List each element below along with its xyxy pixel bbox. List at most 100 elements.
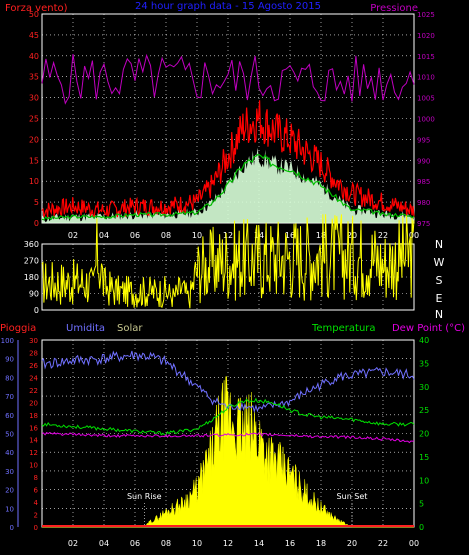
direction-y-tick-3: 270 [24,257,39,266]
pressure-y-tick-6: 1005 [417,95,435,103]
wind-x-tick-4: 10 [192,231,202,240]
humidity-y-tick-3: 30 [5,468,14,476]
temp-y-tick-4: 20 [419,430,429,439]
avg-wind-line [41,153,415,221]
sunrise-label: Sun Rise [127,492,162,501]
pressure-y-tick-9: 1020 [417,32,435,40]
gust-line [41,100,415,219]
direction-y-tick-1: 90 [29,290,39,299]
dew-point-line [41,431,415,444]
wind-y-tick-1: 5 [34,198,39,207]
wind-direction-line [41,214,415,309]
rain-y-tick-3: 6 [34,487,39,495]
rain-y-tick-9: 18 [29,412,38,420]
temp-y-tick-7: 35 [419,359,429,368]
wind-y-tick-10: 50 [29,10,39,19]
compass-label-2: S [436,274,443,287]
humidity-line [41,350,415,413]
compass-label-0: N [435,238,443,251]
compass-label-3: E [436,292,443,305]
solar-label: Solar [117,323,143,334]
wind-y-tick-9: 45 [29,31,39,40]
pressure-axis-label: Pressione [370,3,418,14]
humidity-y-tick-2: 20 [5,487,14,495]
wind-x-tick-2: 06 [130,231,140,240]
weather-x-tick-5: 12 [223,539,233,548]
rain-y-tick-2: 4 [34,499,39,507]
rain-y-tick-15: 30 [29,337,38,345]
wind-axis-label: Forza vento) [5,3,68,14]
wind-x-tick-7: 16 [285,231,295,240]
pressure-y-tick-4: 995 [417,136,430,144]
rain-y-tick-14: 28 [29,349,38,357]
chart-title: 24 hour graph data - 15 Agosto 2015 [135,1,321,12]
rain-y-tick-1: 2 [34,512,38,520]
humidity-y-tick-4: 40 [5,449,14,457]
pressure-y-tick-7: 1010 [417,74,435,82]
pressure-line [41,53,415,105]
humidity-y-tick-7: 70 [5,393,14,401]
humidity-y-tick-6: 60 [5,412,14,420]
pressure-y-tick-8: 1015 [417,53,435,61]
wind-area-fill [42,147,414,223]
compass-label-1: W [434,256,445,269]
wind-y-tick-6: 30 [29,94,39,103]
weather-x-tick-10: 22 [378,539,388,548]
rain-y-tick-5: 10 [29,462,38,470]
weather-x-tick-8: 18 [316,539,326,548]
pressure-y-tick-10: 1025 [417,11,435,19]
weather-x-tick-6: 14 [254,539,264,548]
rain-y-tick-6: 12 [29,449,38,457]
pressure-y-tick-1: 980 [417,199,430,207]
rain-y-tick-7: 14 [29,437,38,445]
pressure-y-tick-0: 975 [417,220,430,228]
humidity-y-tick-5: 50 [5,431,14,439]
weather-x-tick-3: 08 [161,539,171,548]
temp-y-tick-0: 0 [419,523,424,532]
wind-x-tick-5: 12 [223,231,233,240]
rain-y-tick-10: 20 [29,399,38,407]
rain-y-tick-13: 26 [29,362,38,370]
pressure-y-tick-5: 1000 [417,116,435,124]
rain-y-tick-4: 8 [34,474,38,482]
temp-y-tick-5: 25 [419,406,429,415]
weather-x-tick-11: 00 [409,539,419,548]
wind-y-tick-5: 25 [29,115,39,124]
weather-x-tick-9: 20 [347,539,357,548]
dew-point-label: Dew Point (°C) [392,323,465,334]
humidity-y-tick-8: 80 [5,374,14,382]
wind-x-tick-0: 02 [68,231,78,240]
wind-y-tick-7: 35 [29,73,39,82]
temp-y-tick-8: 40 [419,336,429,345]
wind-x-tick-11: 00 [409,231,419,240]
wind-x-tick-8: 18 [316,231,326,240]
weather-x-tick-1: 04 [99,539,109,548]
wind-pressure-panel: 02 04 06 08 10 12 14 16 18 20 22 000510152025303540… [5,1,435,240]
rain-y-tick-8: 16 [29,424,38,432]
humidity-y-tick-9: 90 [5,356,14,364]
weather-x-tick-4: 10 [192,539,202,548]
rain-y-tick-0: 0 [34,524,38,532]
direction-y-tick-4: 360 [24,240,39,249]
wind-y-tick-3: 15 [29,156,39,165]
humidity-y-tick-1: 10 [5,505,14,513]
rain-y-tick-11: 22 [29,387,38,395]
direction-y-tick-2: 180 [24,273,39,282]
temp-humidity-solar-panel: 02 04 06 08 10 12 14 16 18 20 22 000102030405060708… [0,323,465,548]
temp-y-tick-6: 30 [419,383,429,392]
wind-y-tick-4: 20 [29,135,39,144]
wind-y-tick-8: 40 [29,52,39,61]
wind-x-tick-1: 04 [99,231,109,240]
rain-y-tick-12: 24 [29,374,38,382]
temp-y-tick-3: 15 [419,453,429,462]
weather-x-tick-7: 16 [285,539,295,548]
direction-y-tick-0: 0 [34,306,39,315]
compass-label-4: N [435,308,443,321]
temp-y-tick-2: 10 [419,476,429,485]
wind-y-tick-2: 10 [29,177,39,186]
humidity-y-tick-10: 100 [1,337,14,345]
temp-y-tick-1: 5 [419,500,424,509]
